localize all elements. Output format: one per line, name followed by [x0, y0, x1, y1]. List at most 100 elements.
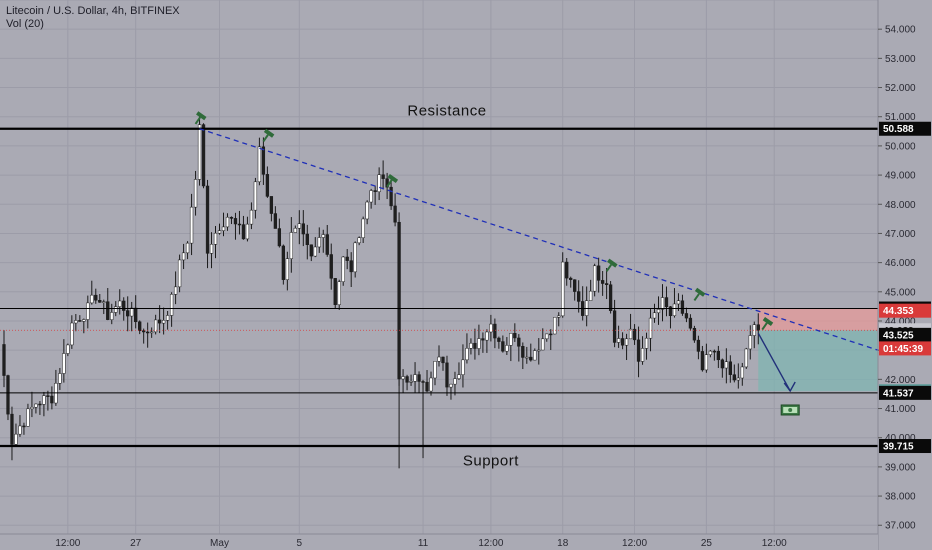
candle-body: [353, 242, 357, 273]
hammer-marker-icon: [761, 316, 774, 331]
candle-body: [425, 381, 429, 392]
candle-body: [401, 376, 405, 380]
volume-indicator-label[interactable]: Vol (20): [6, 18, 44, 30]
candle-body: [477, 338, 481, 349]
candle-body: [333, 278, 337, 305]
candle-body: [341, 256, 345, 282]
candle-body: [561, 261, 565, 317]
candle-body: [177, 259, 182, 288]
price-scale: [878, 0, 932, 550]
candle-body: [672, 303, 677, 317]
candle-body: [337, 281, 341, 305]
candle-body: [181, 252, 186, 261]
candle-body: [708, 350, 713, 355]
candle-body: [592, 265, 597, 292]
candle-body: [692, 327, 697, 341]
candle-body: [525, 356, 529, 359]
symbol-title[interactable]: Litecoin / U.S. Dollar, 4h, BITFINEX: [6, 5, 180, 17]
price-tick-label: 41.000: [885, 404, 916, 415]
candle-body: [90, 294, 94, 304]
grid: [0, 0, 878, 534]
hammer-marker-icon: [194, 111, 207, 125]
candle-body: [465, 348, 469, 361]
candle-body: [628, 328, 633, 340]
candle-body: [405, 376, 409, 383]
price-tag: 39.715: [879, 439, 931, 454]
candle-body: [696, 339, 701, 352]
candle-body: [261, 146, 266, 175]
candle-body: [229, 216, 234, 219]
candle-body: [728, 361, 732, 375]
price-tick-label: 46.000: [885, 258, 916, 269]
candle-body: [193, 179, 198, 208]
candle-body: [573, 279, 577, 292]
candle-body: [297, 223, 301, 229]
time-tick-label: 12:00: [762, 538, 787, 549]
candle-body: [652, 312, 657, 319]
candle-body: [209, 244, 214, 254]
price-tick-label: 47.000: [885, 229, 916, 240]
candle-body: [357, 237, 361, 244]
candle-body: [130, 307, 134, 317]
price-tick-label: 42.000: [885, 375, 916, 386]
candle-body: [369, 190, 373, 203]
candle-body: [736, 377, 740, 381]
candle-body: [269, 196, 274, 214]
candle-body: [317, 237, 321, 248]
candle-body: [321, 234, 325, 238]
time-tick-label: 12:00: [478, 538, 503, 549]
candle-body: [748, 335, 752, 350]
candle-body: [453, 378, 457, 385]
hammer-marker-icon: [693, 287, 706, 302]
candle-body: [577, 291, 581, 302]
candle-body: [489, 323, 493, 333]
candle-body: [14, 433, 18, 445]
candle-body: [293, 227, 297, 233]
candle-body: [445, 362, 449, 388]
candle-body: [752, 324, 756, 336]
candle-body: [10, 413, 14, 445]
candle-body: [114, 306, 118, 313]
candle-body: [30, 406, 34, 410]
price-tick-label: 52.000: [885, 83, 916, 94]
time-tick-label: 12:00: [55, 538, 80, 549]
candle-body: [517, 337, 521, 347]
candle-body: [173, 286, 178, 295]
candle-body: [245, 223, 250, 240]
candle-body: [644, 337, 649, 349]
candle-body: [165, 315, 170, 321]
candle-body: [616, 338, 621, 343]
candle-body: [409, 381, 413, 383]
candle-body: [313, 246, 317, 257]
candle-body: [345, 256, 349, 261]
candle-body: [205, 185, 210, 254]
candle-body: [429, 377, 433, 392]
candle-body: [449, 383, 453, 388]
price-tag-label: 39.715: [883, 442, 914, 453]
candle-body: [413, 374, 417, 382]
price-tag-label: 43.525: [883, 330, 914, 341]
candle-body: [509, 333, 513, 346]
candle-body: [26, 408, 30, 427]
candle-body: [349, 260, 353, 273]
price-tag-label: 41.537: [883, 388, 914, 399]
candle-body: [553, 316, 557, 335]
candle-body: [22, 425, 26, 428]
price-tag: 43.525: [879, 327, 931, 342]
price-tag: 44.353: [879, 303, 931, 318]
price-tick-label: 44.000: [885, 316, 916, 327]
candle-body: [142, 330, 146, 333]
candle-body: [389, 186, 393, 207]
candle-body: [569, 277, 573, 280]
candle-body: [189, 206, 194, 244]
trendline-dashed: [199, 128, 879, 351]
time-tick-label: 18: [557, 538, 569, 549]
candle-body: [169, 294, 174, 316]
candle-body: [604, 283, 609, 285]
candle-body: [70, 322, 74, 346]
time-tick-label: 12:00: [622, 538, 647, 549]
candle-body: [660, 297, 665, 310]
candle-body: [485, 331, 489, 341]
